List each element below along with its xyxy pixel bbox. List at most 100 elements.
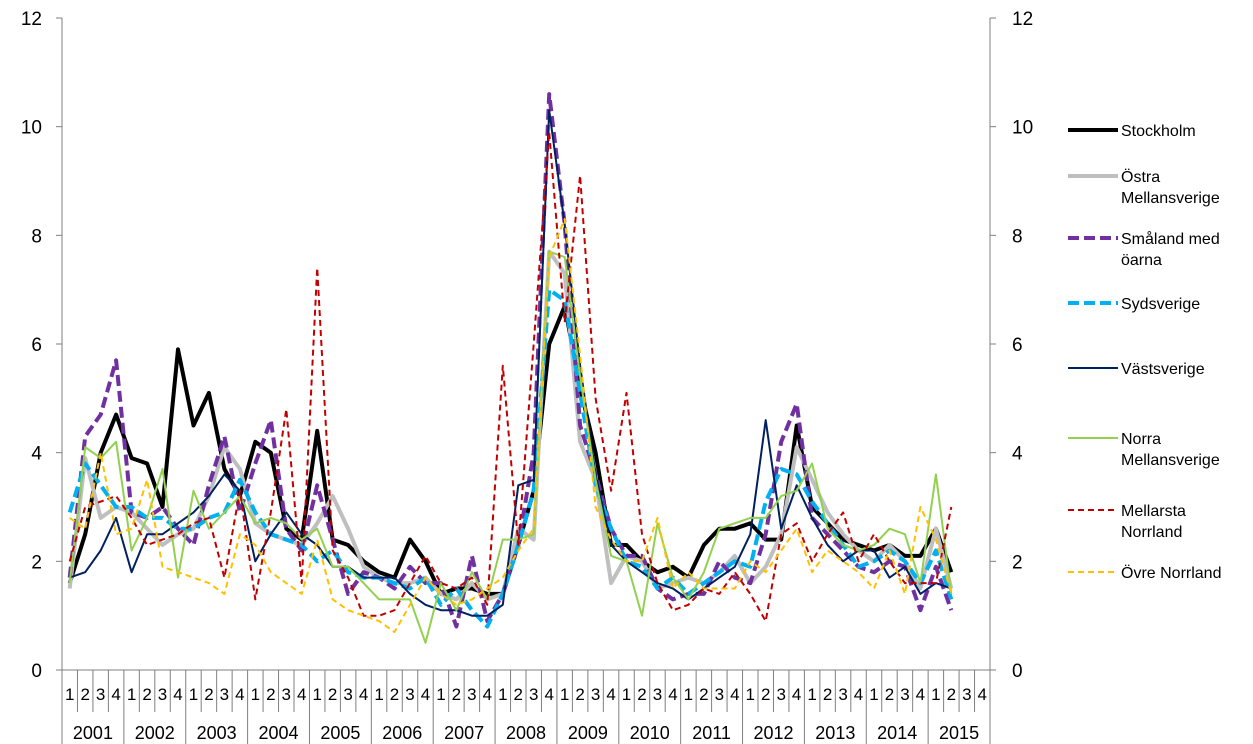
legend-label: Norra Mellansverige <box>1121 431 1220 469</box>
x-tick-label-year: 2010 <box>630 723 670 743</box>
x-tick-label-quarter: 3 <box>220 685 229 704</box>
y-tick-label-right: 6 <box>1012 335 1023 356</box>
x-tick-label-quarter: 4 <box>421 685 430 704</box>
x-tick-label-quarter: 1 <box>746 685 755 704</box>
x-tick-label-quarter: 2 <box>885 685 894 704</box>
y-tick-label-left: 12 <box>21 9 42 30</box>
x-tick-label-quarter: 4 <box>483 685 492 704</box>
x-tick-label-quarter: 2 <box>761 685 770 704</box>
legend-label: Övre Norrland <box>1121 564 1221 582</box>
x-tick-label-year: 2013 <box>815 723 855 743</box>
x-tick-label-quarter: 3 <box>158 685 167 704</box>
x-tick-label-year: 2015 <box>939 723 979 743</box>
x-tick-label-year: 2006 <box>382 723 422 743</box>
x-tick-label-quarter: 1 <box>869 685 878 704</box>
x-tick-label-year: 2004 <box>259 723 299 743</box>
x-tick-label-quarter: 2 <box>699 685 708 704</box>
x-tick-label-year: 2003 <box>197 723 237 743</box>
x-tick-label-year: 2012 <box>753 723 793 743</box>
series-line-6 <box>68 250 953 644</box>
x-tick-label-quarter: 1 <box>251 685 260 704</box>
series-line-4 <box>67 287 954 629</box>
x-tick-label-quarter: 4 <box>730 685 739 704</box>
x-tick-label-quarter: 2 <box>204 685 213 704</box>
x-tick-label-quarter: 1 <box>65 685 74 704</box>
x-tick-label-year: 2005 <box>320 723 360 743</box>
y-tick-label-right: 2 <box>1012 552 1023 573</box>
x-tick-label-quarter: 2 <box>575 685 584 704</box>
x-tick-label-quarter: 4 <box>297 685 306 704</box>
x-tick-label-quarter: 4 <box>173 685 182 704</box>
x-tick-label-quarter: 4 <box>544 685 553 704</box>
x-tick-label-quarter: 3 <box>715 685 724 704</box>
x-tick-label-year: 2009 <box>568 723 608 743</box>
x-tick-label-year: 2007 <box>444 723 484 743</box>
x-tick-label-quarter: 3 <box>405 685 414 704</box>
legend-label: Mellarsta Norrland <box>1121 503 1186 541</box>
y-tick-label-left: 0 <box>31 661 42 682</box>
x-tick-label-quarter: 3 <box>776 685 785 704</box>
series-line-3 <box>67 92 954 629</box>
x-tick-label-quarter: 2 <box>266 685 275 704</box>
x-tick-label-year: 2008 <box>506 723 546 743</box>
y-tick-label-left: 6 <box>31 335 42 356</box>
y-tick-label-left: 2 <box>31 552 42 573</box>
y-tick-label-right: 8 <box>1012 226 1023 247</box>
x-tick-label-quarter: 1 <box>684 685 693 704</box>
x-tick-label-quarter: 2 <box>514 685 523 704</box>
y-tick-label-left: 8 <box>31 226 42 247</box>
x-tick-label-quarter: 3 <box>900 685 909 704</box>
y-tick-label-right: 0 <box>1012 661 1023 682</box>
series-line-8 <box>69 218 953 633</box>
x-tick-label-quarter: 4 <box>792 685 801 704</box>
x-tick-label-quarter: 2 <box>80 685 89 704</box>
y-tick-label-left: 10 <box>21 118 42 139</box>
x-tick-label-quarter: 4 <box>235 685 244 704</box>
series-line-5 <box>69 109 952 617</box>
x-tick-label-quarter: 2 <box>823 685 832 704</box>
x-tick-label-quarter: 3 <box>467 685 476 704</box>
x-tick-label-quarter: 1 <box>807 685 816 704</box>
x-tick-label-quarter: 3 <box>529 685 538 704</box>
series-layer <box>67 92 954 644</box>
x-tick-label-year: 2002 <box>135 723 175 743</box>
x-tick-label-quarter: 1 <box>127 685 136 704</box>
x-tick-label-quarter: 4 <box>606 685 615 704</box>
x-tick-label-year: 2014 <box>877 723 917 743</box>
x-tick-label-quarter: 1 <box>436 685 445 704</box>
legend-label: Stockholm <box>1121 123 1196 140</box>
x-tick-label-quarter: 2 <box>390 685 399 704</box>
x-tick-label-quarter: 3 <box>343 685 352 704</box>
x-tick-label-quarter: 1 <box>374 685 383 704</box>
x-tick-label-quarter: 2 <box>452 685 461 704</box>
x-tick-label-quarter: 1 <box>622 685 631 704</box>
x-tick-label-quarter: 4 <box>359 685 368 704</box>
x-tick-label-quarter: 3 <box>838 685 847 704</box>
x-tick-label-year: 2001 <box>73 723 113 743</box>
x-tick-label-quarter: 3 <box>96 685 105 704</box>
x-tick-label-quarter: 2 <box>947 685 956 704</box>
y-tick-label-left: 4 <box>31 444 42 465</box>
legend: Stockholm Östra Mellansverige Småland med öa… <box>1068 123 1221 582</box>
x-tick-label-quarter: 1 <box>931 685 940 704</box>
x-tick-label-quarter: 2 <box>328 685 337 704</box>
x-tick-label-quarter: 4 <box>916 685 925 704</box>
x-tick-label-quarter: 3 <box>282 685 291 704</box>
y-tick-label-right: 4 <box>1012 444 1023 465</box>
x-tick-label-quarter: 3 <box>653 685 662 704</box>
x-tick-label-quarter: 1 <box>560 685 569 704</box>
x-tick-label-quarter: 3 <box>591 685 600 704</box>
x-tick-label-quarter: 1 <box>498 685 507 704</box>
series-line-7 <box>68 131 953 623</box>
x-tick-label-quarter: 2 <box>637 685 646 704</box>
x-tick-label-quarter: 3 <box>962 685 971 704</box>
x-tick-label-quarter: 4 <box>668 685 677 704</box>
y-tick-label-right: 12 <box>1012 9 1033 30</box>
x-tick-label-year: 2011 <box>692 723 731 743</box>
legend-label: Östra Mellansverige <box>1121 168 1220 207</box>
x-tick-label-quarter: 2 <box>142 685 151 704</box>
y-tick-label-right: 10 <box>1012 118 1033 139</box>
x-tick-label-quarter: 4 <box>978 685 987 704</box>
